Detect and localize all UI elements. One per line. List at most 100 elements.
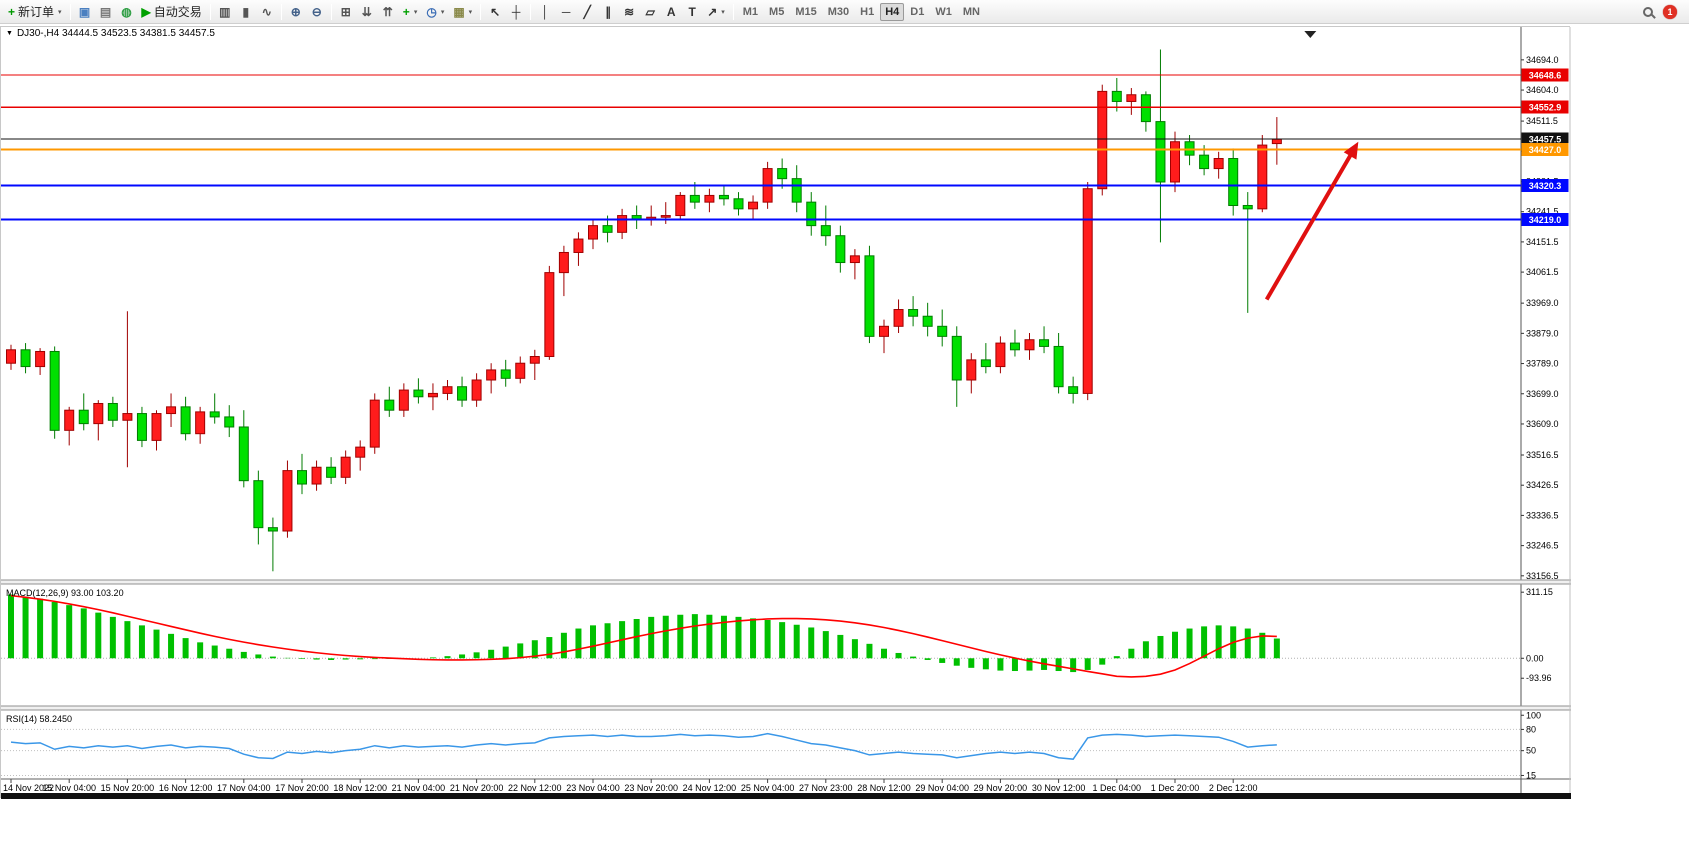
zoom-out-button[interactable]: ⊖ bbox=[307, 2, 327, 22]
svg-text:1 Dec 04:00: 1 Dec 04:00 bbox=[1093, 783, 1142, 793]
trendline-button[interactable]: ╱ bbox=[577, 2, 597, 22]
timeframe-w1-button[interactable]: W1 bbox=[935, 5, 952, 18]
svg-text:34427.0: 34427.0 bbox=[1529, 145, 1562, 155]
shift-marker-icon[interactable] bbox=[1304, 31, 1317, 38]
line-chart-mode-button[interactable]: ∿ bbox=[257, 2, 277, 22]
indicators-button[interactable]: + ▾ bbox=[399, 2, 422, 22]
candle-down bbox=[689, 194, 700, 203]
svg-text:33336.5: 33336.5 bbox=[1526, 510, 1559, 520]
pane-splitter[interactable] bbox=[1, 580, 1571, 584]
svg-text:17 Nov 20:00: 17 Nov 20:00 bbox=[275, 783, 329, 793]
cursor-button[interactable]: ↖ bbox=[485, 2, 505, 22]
candle-down bbox=[224, 416, 235, 428]
arrange-descending-button[interactable]: ⇈ bbox=[378, 2, 398, 22]
candle-down bbox=[1111, 90, 1122, 102]
arrange-ascending-button[interactable]: ⇊ bbox=[357, 2, 377, 22]
new-order-icon: + bbox=[8, 4, 16, 19]
candle-up bbox=[1126, 94, 1137, 102]
periods-button[interactable]: ◷ ▾ bbox=[422, 2, 448, 22]
fibonacci-button[interactable]: ≋ bbox=[619, 2, 639, 22]
bar-chart-mode-icon: ▥ bbox=[219, 4, 231, 19]
svg-text:17 Nov 04:00: 17 Nov 04:00 bbox=[217, 783, 271, 793]
svg-text:15: 15 bbox=[1526, 770, 1536, 780]
templates-button[interactable]: ▦ ▾ bbox=[449, 2, 476, 22]
timeframe-h1-button[interactable]: H1 bbox=[860, 5, 875, 18]
auto-trading-button[interactable]: ▶ 自动交易 bbox=[138, 2, 206, 22]
timeframe-m1-button[interactable]: M1 bbox=[742, 5, 759, 18]
svg-text:25 Nov 04:00: 25 Nov 04:00 bbox=[741, 783, 795, 793]
candle-up bbox=[588, 225, 598, 240]
macd-signal-line bbox=[10, 594, 1277, 678]
fibonacci-icon: ≋ bbox=[624, 4, 635, 19]
candle-up bbox=[1170, 141, 1180, 183]
candle-down bbox=[457, 386, 468, 401]
dropdown-arrow-icon: ▾ bbox=[440, 8, 445, 16]
chart-window: ▼ DJ30-,H4 34444.5 34523.5 34381.5 34457… bbox=[0, 26, 1571, 799]
timeframe-m15-button[interactable]: M15 bbox=[795, 5, 817, 18]
tile-windows-button[interactable]: ⊞ bbox=[336, 2, 356, 22]
vertical-line-button[interactable]: │ bbox=[535, 2, 555, 22]
candle-up bbox=[122, 413, 133, 421]
svg-text:34219.0: 34219.0 bbox=[1529, 215, 1562, 225]
notification-badge[interactable]: 1 bbox=[1663, 4, 1677, 19]
svg-text:34151.5: 34151.5 bbox=[1526, 237, 1559, 247]
timeframe-h4-button[interactable]: H4 bbox=[880, 2, 905, 21]
svg-text:34061.5: 34061.5 bbox=[1526, 267, 1559, 277]
svg-text:21 Nov 20:00: 21 Nov 20:00 bbox=[450, 783, 504, 793]
svg-text:34320.3: 34320.3 bbox=[1529, 181, 1562, 191]
svg-text:33516.5: 33516.5 bbox=[1526, 450, 1559, 460]
candle-down bbox=[297, 470, 307, 485]
candle-up bbox=[995, 342, 1006, 368]
arrange-ascending-icon: ⇊ bbox=[361, 4, 372, 19]
bar-chart-mode-button[interactable]: ▥ bbox=[215, 2, 235, 22]
price-chart-canvas[interactable]: 34694.034604.034511.534421.534331.534241… bbox=[1, 27, 1571, 799]
horizontal-line-button[interactable]: ─ bbox=[556, 2, 576, 22]
chart-window-button[interactable]: ▣ bbox=[75, 2, 95, 22]
candle-down bbox=[1155, 121, 1166, 183]
svg-text:34604.0: 34604.0 bbox=[1526, 85, 1559, 95]
arrows-tool-button[interactable]: ↗ ▾ bbox=[703, 2, 729, 22]
candle-down bbox=[937, 325, 948, 337]
svg-text:29 Nov 20:00: 29 Nov 20:00 bbox=[974, 783, 1028, 793]
svg-text:50: 50 bbox=[1526, 746, 1536, 756]
candle-down bbox=[951, 335, 962, 381]
pane-splitter[interactable] bbox=[1, 706, 1571, 710]
candle-down bbox=[864, 255, 875, 337]
channel-button[interactable]: ∥ bbox=[598, 2, 618, 22]
text-label-button[interactable]: T bbox=[682, 2, 702, 22]
candlestick-mode-button[interactable]: ▮ bbox=[236, 2, 256, 22]
candle-down bbox=[238, 426, 249, 482]
macd-label: MACD(12,26,9) 93.00 103.20 bbox=[6, 588, 124, 598]
candle-up bbox=[1082, 188, 1093, 394]
indicators-icon: + bbox=[402, 4, 410, 19]
svg-text:21 Nov 04:00: 21 Nov 04:00 bbox=[392, 783, 446, 793]
trend-arrow-annotation[interactable] bbox=[1264, 141, 1359, 301]
search-icon[interactable] bbox=[1643, 6, 1653, 17]
timeframe-mn-button[interactable]: MN bbox=[962, 5, 980, 18]
timeframe-d1-button[interactable]: D1 bbox=[910, 5, 925, 18]
svg-text:80: 80 bbox=[1526, 724, 1536, 734]
timeframe-m5-button[interactable]: M5 bbox=[769, 5, 785, 18]
candle-up bbox=[879, 325, 889, 337]
profiles-button[interactable]: ▤ bbox=[96, 2, 116, 22]
svg-text:22 Nov 12:00: 22 Nov 12:00 bbox=[508, 783, 562, 793]
shapes-button[interactable]: ▱ bbox=[640, 2, 660, 22]
svg-text:30 Nov 12:00: 30 Nov 12:00 bbox=[1032, 783, 1086, 793]
candle-up bbox=[1271, 138, 1282, 145]
candle-up bbox=[748, 201, 759, 210]
candle-up bbox=[6, 349, 16, 364]
crosshair-button[interactable]: ┼ bbox=[506, 2, 526, 22]
timeframe-m30-button[interactable]: M30 bbox=[827, 5, 850, 18]
arrows-tool-icon: ↗ bbox=[707, 4, 718, 19]
svg-text:2 Dec 12:00: 2 Dec 12:00 bbox=[1209, 783, 1258, 793]
new-order-button[interactable]: + 新订单 ▾ bbox=[4, 2, 66, 22]
collapse-arrow-icon[interactable]: ▼ bbox=[6, 30, 13, 37]
market-watch-button[interactable]: ◍ bbox=[117, 2, 137, 22]
toolbar-buttons: + 新订单 ▾ ▣ ▤ ◍ ▶ 自动交易 ▥ ▮ ∿ ⊕ ⊖ ⊞ ⇊ ⇈ + ▾ ◷ ▾ ▦ ▾ ↖ ┼ │ ─ ╱ ∥ ≋ ▱ A T ↗ ▾ bbox=[4, 2, 737, 22]
svg-text:0.00: 0.00 bbox=[1526, 653, 1544, 663]
candle-down bbox=[107, 402, 118, 421]
arrange-descending-icon: ⇈ bbox=[382, 4, 393, 19]
text-button[interactable]: A bbox=[661, 2, 681, 22]
zoom-in-button[interactable]: ⊕ bbox=[286, 2, 306, 22]
